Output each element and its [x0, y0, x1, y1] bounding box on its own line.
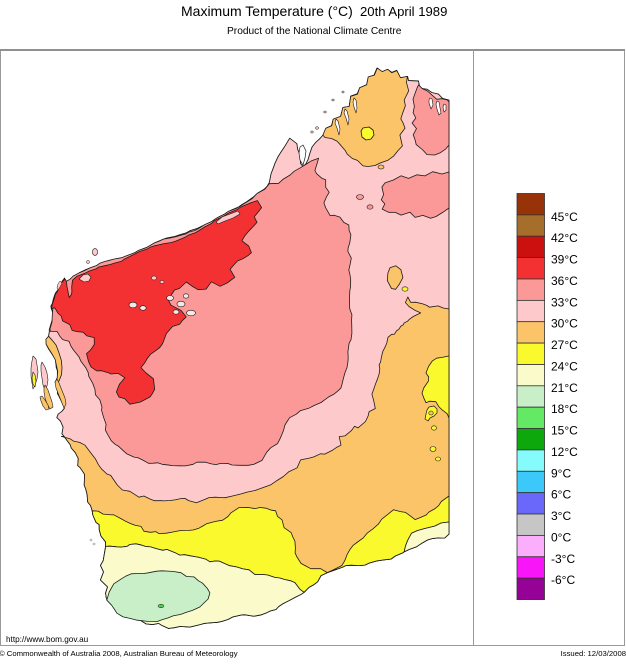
svg-text:24°C: 24°C — [551, 360, 578, 374]
svg-text:27°C: 27°C — [551, 338, 578, 352]
svg-text:Product of the National Climat: Product of the National Climate Centre — [227, 26, 402, 37]
svg-text:33°C: 33°C — [551, 295, 578, 309]
svg-text:6°C: 6°C — [551, 488, 571, 502]
svg-text:21°C: 21°C — [551, 381, 578, 395]
svg-text:0°C: 0°C — [551, 530, 571, 544]
svg-text:39°C: 39°C — [551, 253, 578, 267]
svg-text:Issued: 12/03/2008: Issued: 12/03/2008 — [561, 649, 626, 658]
svg-text:18°C: 18°C — [551, 402, 578, 416]
svg-text:45°C: 45°C — [551, 210, 578, 224]
svg-text:3°C: 3°C — [551, 509, 571, 523]
svg-text:http://www.bom.gov.au: http://www.bom.gov.au — [6, 635, 89, 644]
svg-text:15°C: 15°C — [551, 424, 578, 438]
svg-text:9°C: 9°C — [551, 466, 571, 480]
svg-text:20th April 1989: 20th April 1989 — [360, 4, 447, 19]
svg-text:© Commonwealth of Australia 20: © Commonwealth of Australia 2008, Austra… — [0, 649, 238, 658]
svg-text:36°C: 36°C — [551, 274, 578, 288]
svg-text:Maximum Temperature (°C): Maximum Temperature (°C) — [181, 3, 353, 19]
svg-text:12°C: 12°C — [551, 445, 578, 459]
svg-text:-6°C: -6°C — [551, 573, 575, 587]
svg-text:42°C: 42°C — [551, 231, 578, 245]
svg-text:-3°C: -3°C — [551, 552, 575, 566]
svg-text:30°C: 30°C — [551, 317, 578, 331]
